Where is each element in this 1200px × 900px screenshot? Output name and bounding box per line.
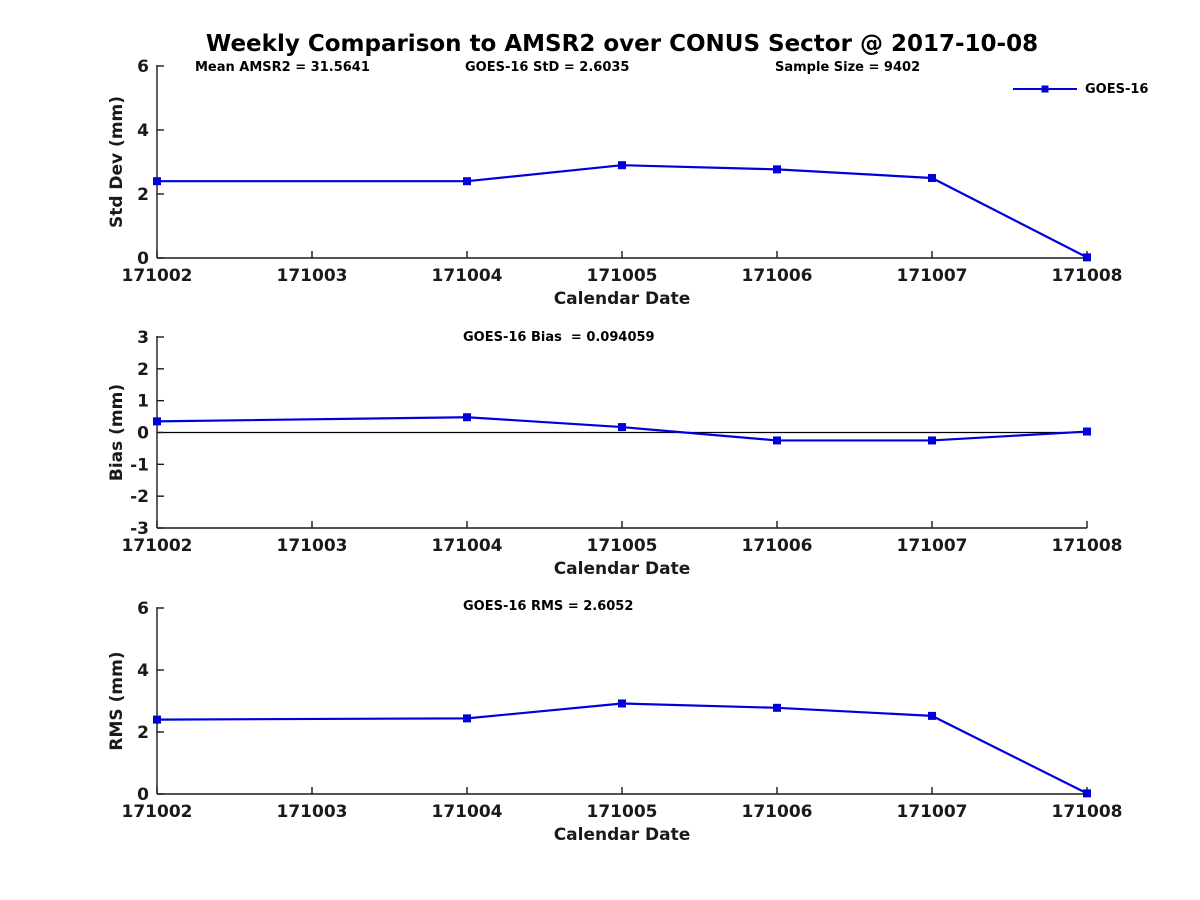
GOES-16-marker [773,436,781,445]
GOES-16-marker [463,714,471,723]
x-tick-label: 171006 [742,802,813,822]
GOES-16-marker [618,161,626,170]
y-tick-label: 1 [137,392,149,412]
figure-title: Weekly Comparison to AMSR2 over CONUS Se… [205,31,1039,57]
x-tick-label: 171007 [897,536,968,556]
x-tick-label: 171006 [742,536,813,556]
GOES-16-marker [928,436,936,445]
x-tick-label: 171005 [587,536,658,556]
x-axis-label: Calendar Date [554,289,691,309]
GOES-16-marker [1083,253,1091,262]
y-tick-label: 2 [137,360,149,380]
y-tick-label: 2 [137,723,149,743]
legend: GOES-16 [1013,81,1149,97]
legend-label: GOES-16 [1085,81,1149,97]
y-tick-label: -1 [130,455,149,475]
x-tick-label: 171008 [1052,536,1123,556]
GOES-16-marker [618,699,626,708]
GOES-16-marker [928,711,936,720]
y-tick-label: 4 [137,661,149,681]
y-tick-label: -3 [130,519,149,539]
y-tick-label: 4 [137,121,149,141]
annotation-goes16-std: GOES-16 StD = 2.6035 [465,60,630,75]
x-tick-label: 171002 [122,266,193,286]
y-axis-label: Std Dev (mm) [107,96,127,228]
rms-stat-label: GOES-16 RMS = 2.6052 [463,599,634,614]
y-tick-label: -2 [130,487,149,507]
GOES-16-marker [153,417,161,426]
GOES-16-marker [463,177,471,186]
GOES-16-marker [1083,789,1091,798]
legend-square-marker-icon [1041,85,1049,93]
x-axis-label: Calendar Date [554,825,691,845]
x-tick-label: 171002 [122,802,193,822]
GOES-16-marker [1083,427,1091,436]
x-tick-label: 171008 [1052,802,1123,822]
y-tick-label: 2 [137,185,149,205]
GOES-16-marker [153,715,161,724]
x-axis-label: Calendar Date [554,559,691,579]
x-tick-label: 171003 [277,802,348,822]
GOES-16-line [156,416,1088,442]
GOES-16-marker [463,413,471,422]
y-tick-label: 3 [137,328,149,348]
x-tick-label: 171004 [432,802,503,822]
x-tick-label: 171005 [587,266,658,286]
x-tick-label: 171003 [277,266,348,286]
y-axis-label: Bias (mm) [107,384,127,481]
annotation-mean-amsr2: Mean AMSR2 = 31.5641 [195,60,370,75]
legend-line-sample [1013,85,1077,93]
GOES-16-marker [773,703,781,712]
x-tick-label: 171005 [587,802,658,822]
x-tick-label: 171004 [432,536,503,556]
x-tick-label: 171004 [432,266,503,286]
x-tick-label: 171002 [122,536,193,556]
y-axis-label: RMS (mm) [107,651,127,750]
y-tick-label: 0 [137,249,149,269]
GOES-16-marker [773,165,781,174]
y-tick-label: 0 [137,424,149,444]
x-tick-label: 171003 [277,536,348,556]
annotation-sample-size: Sample Size = 9402 [775,60,921,75]
y-tick-label: 6 [137,57,149,77]
GOES-16-marker [153,177,161,186]
GOES-16-marker [928,174,936,182]
x-tick-label: 171007 [897,266,968,286]
GOES-16-marker [618,423,626,432]
x-tick-label: 171008 [1052,266,1123,286]
bias-stat-label: GOES-16 Bias = 0.094059 [463,330,655,345]
x-tick-label: 171006 [742,266,813,286]
GOES-16-line [156,702,1088,795]
x-tick-label: 171007 [897,802,968,822]
y-tick-label: 0 [137,785,149,805]
GOES-16-line [157,164,1088,259]
y-tick-label: 6 [137,599,149,619]
